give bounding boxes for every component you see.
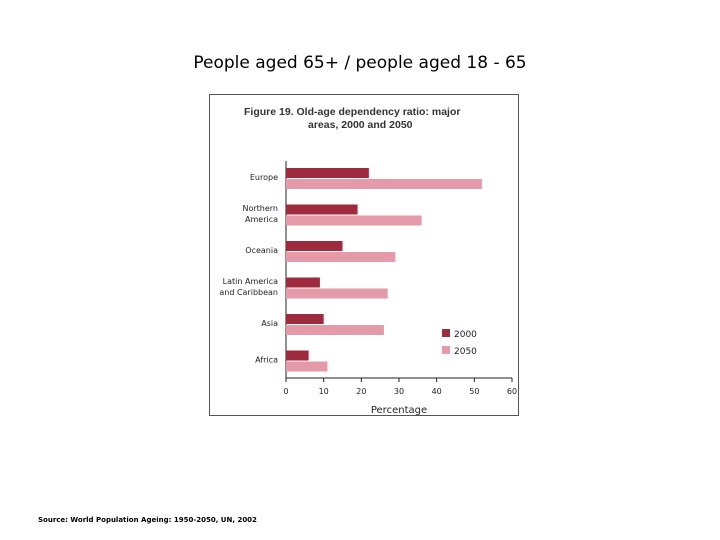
category-label: America (245, 215, 278, 224)
x-tick-label: 10 (319, 387, 329, 396)
bar-chart: Figure 19. Old-age dependency ratio: maj… (219, 106, 517, 416)
category-label: Africa (255, 356, 278, 365)
x-tick-label: 60 (507, 387, 517, 396)
bar-2000 (286, 350, 309, 361)
source-note: Source: World Population Ageing: 1950-20… (38, 516, 257, 524)
category-label: Northern (242, 204, 278, 213)
legend-swatch-2000 (442, 329, 450, 337)
x-tick-label: 0 (283, 387, 288, 396)
chart-title-line1: Figure 19. Old-age dependency ratio: maj… (244, 106, 460, 118)
bar-2000 (286, 168, 369, 178)
bar-2000 (286, 204, 358, 215)
bar-2050 (286, 179, 482, 189)
category-label: Europe (250, 173, 278, 182)
category-label: Oceania (245, 246, 278, 255)
legend-swatch-2050 (442, 346, 450, 354)
bar-2050 (286, 288, 388, 299)
figure-frame: Figure 19. Old-age dependency ratio: maj… (209, 94, 519, 416)
bar-2000 (286, 241, 343, 251)
category-label: Asia (261, 319, 278, 328)
bar-2050 (286, 252, 396, 262)
chart-title-line2: areas, 2000 and 2050 (308, 119, 413, 131)
legend-label-2050: 2050 (454, 347, 477, 357)
bar-2050 (286, 325, 384, 335)
slide-title: People aged 65+ / people aged 18 - 65 (193, 53, 527, 73)
bar-2050 (286, 215, 422, 226)
x-tick-label: 20 (356, 387, 366, 396)
category-label: Latin America (223, 277, 278, 286)
x-tick-label: 30 (394, 387, 404, 396)
bar-2000 (286, 314, 324, 324)
x-tick-label: 40 (432, 387, 442, 396)
x-axis-label: Percentage (371, 405, 427, 416)
category-label: and Caribbean (219, 288, 278, 297)
x-tick-label: 50 (469, 387, 479, 396)
legend-label-2000: 2000 (454, 330, 477, 340)
bar-2050 (286, 361, 328, 372)
bar-2000 (286, 277, 320, 288)
plot-area: 0 10 20 30 40 50 60 Europe Northern America Oceani… (219, 161, 517, 396)
